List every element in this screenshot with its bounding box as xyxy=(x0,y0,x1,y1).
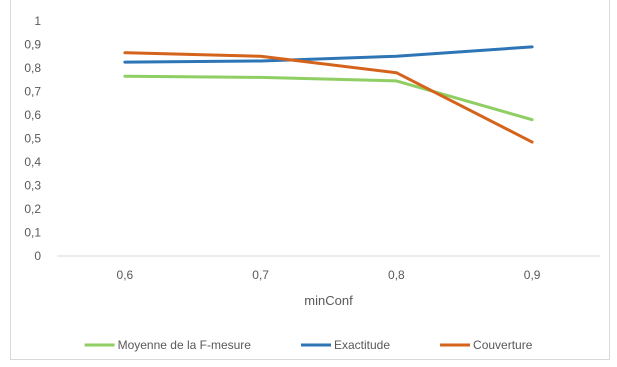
x-tick-label: 0,7 xyxy=(252,268,269,282)
series-line xyxy=(123,74,534,122)
y-tick-label: 0,1 xyxy=(24,226,41,240)
series-lines xyxy=(123,45,534,144)
legend-label: Moyenne de la F-mesure xyxy=(118,338,252,352)
x-tick-label: 0,6 xyxy=(117,268,134,282)
x-tick-label: 0,8 xyxy=(388,268,405,282)
x-axis-title: minConf xyxy=(304,293,353,308)
legend-label: Exactitude xyxy=(334,338,390,352)
series-line xyxy=(123,45,534,64)
y-tick-label: 1 xyxy=(34,14,41,28)
y-tick-label: 0,8 xyxy=(24,61,41,75)
y-tick-label: 0 xyxy=(34,249,41,263)
y-tick-label: 0,4 xyxy=(24,155,41,169)
series-line xyxy=(123,51,534,144)
x-axis-ticks: 0,6 0,7 0,8 0,9 xyxy=(117,268,541,282)
y-axis-ticks: 0 0,1 0,2 0,3 0,4 0,5 0,6 0,7 0,8 0,9 1 xyxy=(24,14,41,263)
legend: Moyenne de la F-mesure Exactitude Couvertu… xyxy=(84,338,533,352)
y-tick-label: 0,6 xyxy=(24,108,41,122)
x-tick-label: 0,9 xyxy=(524,268,541,282)
y-tick-label: 0,7 xyxy=(24,85,41,99)
y-tick-label: 0,5 xyxy=(24,132,41,146)
legend-label: Couverture xyxy=(473,338,533,352)
y-tick-label: 0,3 xyxy=(24,179,41,193)
y-tick-label: 0,9 xyxy=(24,38,41,52)
y-tick-label: 0,2 xyxy=(24,202,41,216)
